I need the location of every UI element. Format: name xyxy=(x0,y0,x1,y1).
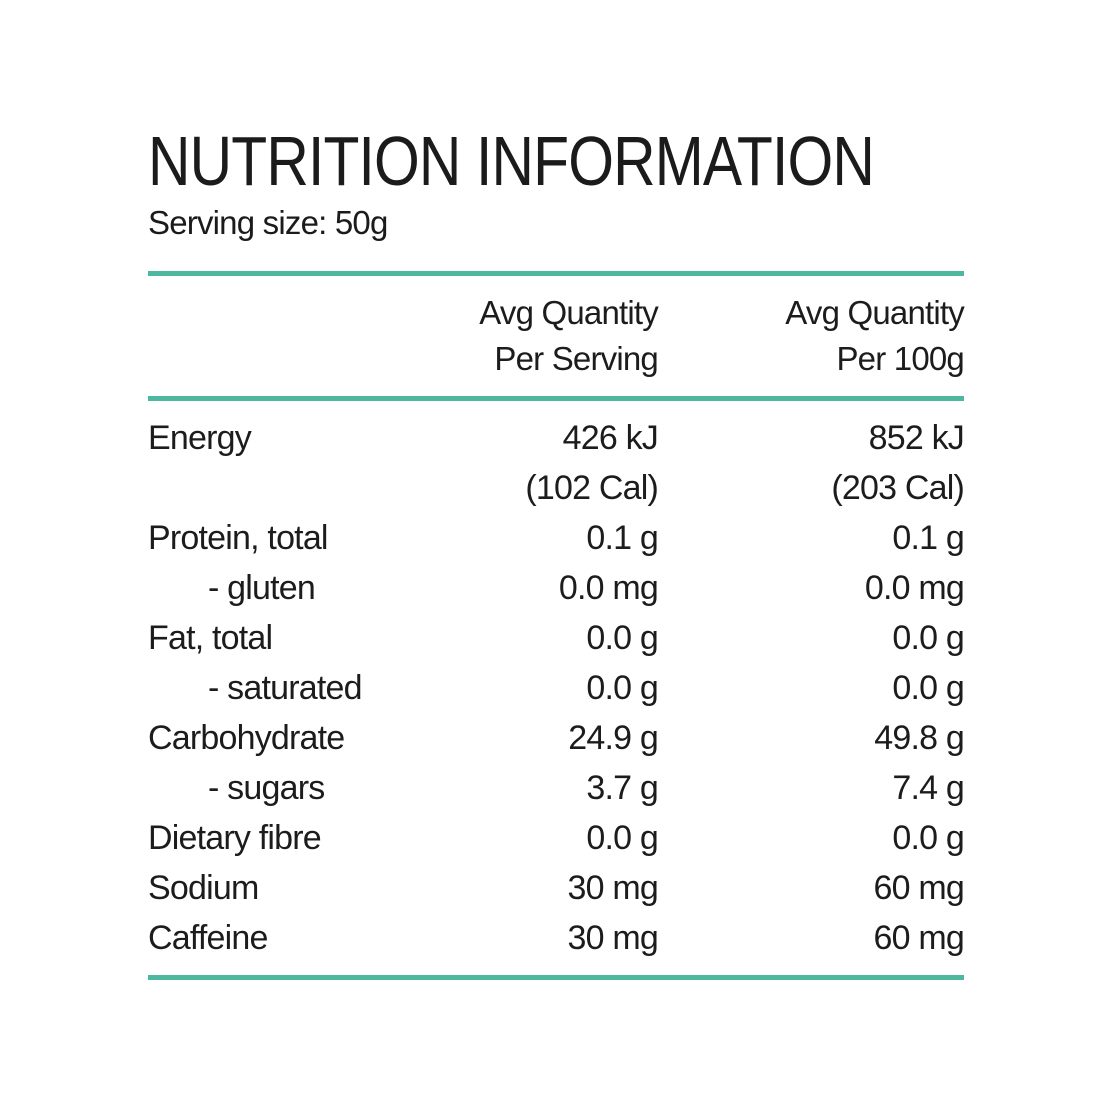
row-value-per-100g: (203 Cal) xyxy=(831,469,964,507)
row-label: - gluten xyxy=(208,569,316,607)
row-value-per-serving: (102 Cal) xyxy=(525,469,658,507)
row-value-per-serving: 0.0 g xyxy=(586,669,658,707)
row-label xyxy=(148,463,438,513)
row-label: Energy xyxy=(148,419,252,457)
table-body: Energy 426 kJ 852 kJ (102 Cal) (203 Cal)… xyxy=(148,413,965,963)
page-title: NUTRITION INFORMATION xyxy=(148,122,964,200)
table-row-caffeine: Caffeine 30 mg 60 mg xyxy=(148,913,965,963)
table-row-energy-cal: (102 Cal) (203 Cal) xyxy=(148,463,964,513)
divider-header xyxy=(148,396,964,401)
row-value-per-serving: 0.0 g xyxy=(586,819,658,857)
row-value-per-100g: 0.1 g xyxy=(892,519,964,557)
table-header-row: Avg Quantity Per Serving Avg Quantity Pe… xyxy=(148,290,965,382)
row-value-per-100g: 0.0 g xyxy=(892,669,964,707)
row-value-per-100g: 0.0 mg xyxy=(864,569,965,607)
row-value-per-serving: 30 mg xyxy=(567,869,659,907)
row-value-per-serving: 24.9 g xyxy=(568,719,659,757)
table-row-fat: Fat, total 0.0 g 0.0 g xyxy=(148,613,965,663)
row-label: - sugars xyxy=(208,769,325,807)
row-value-per-serving: 0.0 mg xyxy=(558,569,659,607)
serving-size-text: Serving size: 50g xyxy=(148,204,388,241)
row-label: Carbohydrate xyxy=(148,719,345,757)
table-row-gluten: - gluten 0.0 mg 0.0 mg xyxy=(148,563,965,613)
row-label: - saturated xyxy=(208,669,363,707)
row-label: Dietary fibre xyxy=(148,819,322,857)
row-value-per-100g: 0.0 g xyxy=(892,819,964,857)
divider-bottom xyxy=(148,975,964,980)
table-row-carbohydrate: Carbohydrate 24.9 g 49.8 g xyxy=(148,713,965,763)
column-header-per-serving: Avg Quantity Per Serving xyxy=(479,294,659,377)
table-row-sugars: - sugars 3.7 g 7.4 g xyxy=(148,763,965,813)
row-value-per-100g: 852 kJ xyxy=(868,419,965,457)
row-value-per-serving: 426 kJ xyxy=(562,419,659,457)
row-value-per-serving: 3.7 g xyxy=(586,769,658,807)
row-value-per-serving: 0.1 g xyxy=(586,519,658,557)
column-header-per-100g: Avg Quantity Per 100g xyxy=(785,294,965,377)
row-value-per-100g: 60 mg xyxy=(873,919,965,957)
row-value-per-100g: 49.8 g xyxy=(874,719,965,757)
header-spacer xyxy=(148,290,438,382)
row-value-per-100g: 7.4 g xyxy=(892,769,964,807)
row-value-per-100g: 0.0 g xyxy=(892,619,964,657)
table-row-saturated: - saturated 0.0 g 0.0 g xyxy=(148,663,965,713)
table-row-sodium: Sodium 30 mg 60 mg xyxy=(148,863,965,913)
page-title-text: NUTRITION INFORMATION xyxy=(148,122,875,200)
row-value-per-serving: 30 mg xyxy=(567,919,659,957)
row-label: Protein, total xyxy=(148,519,328,557)
row-label: Sodium xyxy=(148,869,259,907)
row-value-per-100g: 60 mg xyxy=(873,869,965,907)
table-row-energy: Energy 426 kJ 852 kJ xyxy=(148,413,965,463)
nutrition-panel: NUTRITION INFORMATION Serving size: 50g … xyxy=(148,122,965,980)
row-label: Caffeine xyxy=(148,919,268,957)
row-label: Fat, total xyxy=(148,619,273,657)
divider-top xyxy=(148,271,964,276)
table-row-dietary-fibre: Dietary fibre 0.0 g 0.0 g xyxy=(148,813,965,863)
table-row-protein: Protein, total 0.1 g 0.1 g xyxy=(148,513,965,563)
row-value-per-serving: 0.0 g xyxy=(586,619,658,657)
